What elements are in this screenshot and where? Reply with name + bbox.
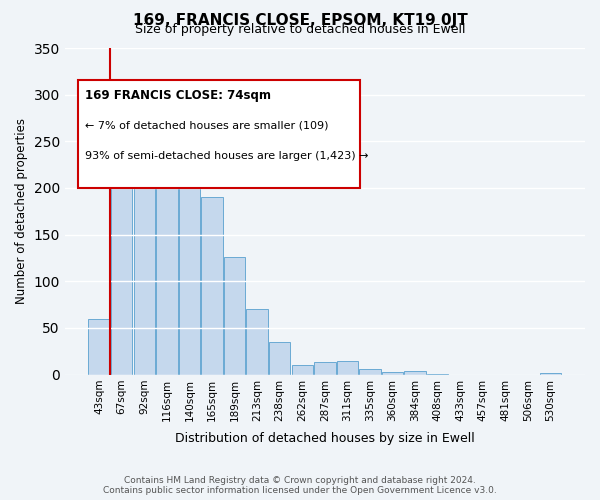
Bar [179,121,200,374]
Bar [314,362,335,374]
Bar [382,372,403,374]
Bar [88,318,110,374]
Bar [337,360,358,374]
Bar [359,369,381,374]
Bar [224,257,245,374]
Bar [292,366,313,374]
Bar [156,140,178,374]
Text: 93% of semi-detached houses are larger (1,423) →: 93% of semi-detached houses are larger (… [85,151,368,161]
Text: ← 7% of detached houses are smaller (109): ← 7% of detached houses are smaller (109… [85,120,329,130]
X-axis label: Distribution of detached houses by size in Ewell: Distribution of detached houses by size … [175,432,475,445]
Bar [269,342,290,374]
Text: Contains HM Land Registry data © Crown copyright and database right 2024.
Contai: Contains HM Land Registry data © Crown c… [103,476,497,495]
Y-axis label: Number of detached properties: Number of detached properties [15,118,28,304]
Bar [404,371,426,374]
Text: 169 FRANCIS CLOSE: 74sqm: 169 FRANCIS CLOSE: 74sqm [85,89,271,102]
Text: Size of property relative to detached houses in Ewell: Size of property relative to detached ho… [135,22,465,36]
Bar [540,372,562,374]
Bar [202,198,223,374]
Bar [134,110,155,374]
Bar [111,178,133,374]
Bar [247,310,268,374]
Text: 169, FRANCIS CLOSE, EPSOM, KT19 0JT: 169, FRANCIS CLOSE, EPSOM, KT19 0JT [133,12,467,28]
